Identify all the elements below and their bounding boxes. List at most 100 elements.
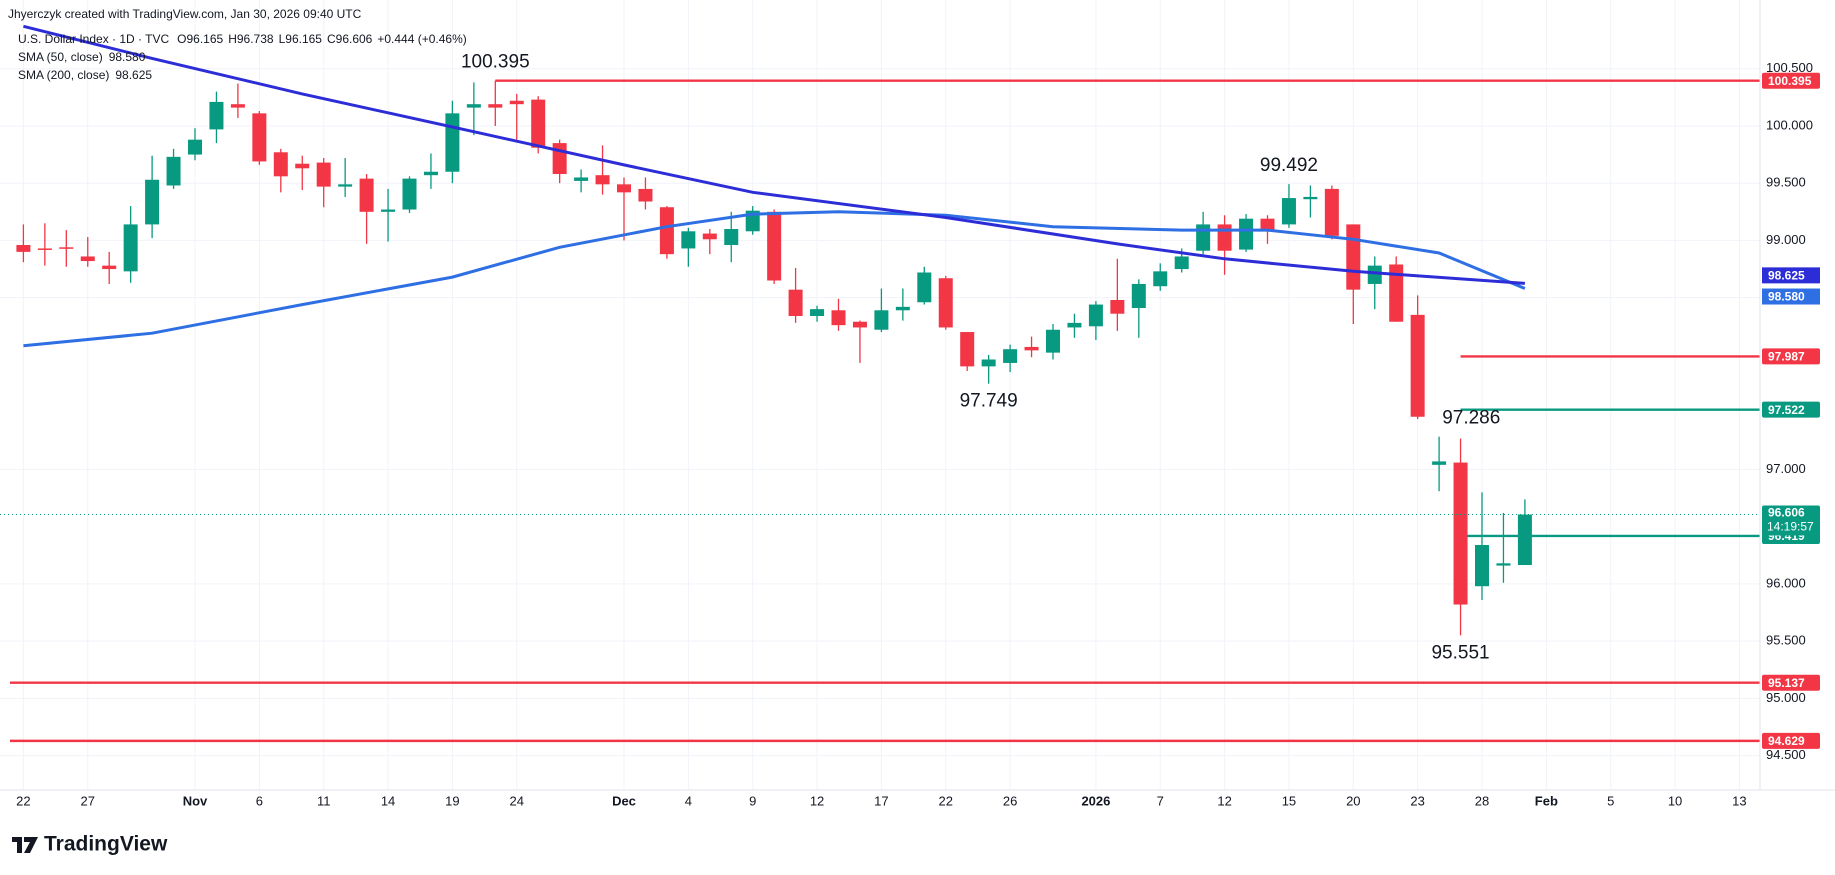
candle-body — [188, 139, 202, 155]
price-annotation: 99.492 — [1260, 155, 1318, 176]
current-price-tag — [1762, 505, 1820, 536]
candle-body — [59, 247, 74, 249]
y-tick-label: 100.500 — [1766, 60, 1813, 75]
sma-line — [23, 24, 1526, 285]
candle-body — [1024, 346, 1039, 351]
y-tick-label: 100.000 — [1766, 117, 1813, 132]
candle-body — [359, 178, 374, 212]
ohlc-value: 96.165 — [187, 32, 224, 46]
candle-body — [316, 162, 331, 187]
candle-body — [1410, 314, 1425, 417]
x-tick-label: 26 — [1003, 793, 1017, 808]
candle-body — [123, 224, 138, 272]
y-tick-label: 94.500 — [1766, 747, 1806, 762]
candle-body — [445, 113, 460, 172]
x-tick-label: 20 — [1346, 793, 1360, 808]
candle-body — [1046, 329, 1060, 353]
candle-body — [509, 100, 524, 105]
y-tick-label: 97.000 — [1766, 461, 1806, 476]
candle-body — [16, 245, 31, 252]
x-tick-label: 12 — [1217, 793, 1231, 808]
x-tick-label: 14 — [381, 793, 395, 808]
candle-body — [788, 289, 803, 316]
sma-tag — [1762, 267, 1820, 284]
candle-body — [423, 171, 438, 176]
price-tag — [1762, 401, 1820, 418]
candle-body — [681, 231, 696, 249]
candle-body — [981, 359, 996, 367]
price-tag — [1762, 348, 1820, 365]
brand-icon — [12, 837, 38, 853]
candle-body — [1110, 299, 1125, 314]
candle-body — [252, 113, 267, 162]
x-tick-label: 7 — [1157, 793, 1164, 808]
change: +0.444 (+0.46%) — [377, 32, 466, 46]
candle-body — [574, 177, 589, 181]
candle-body — [960, 332, 975, 367]
candle-body — [1367, 265, 1382, 284]
candle-body — [1153, 271, 1168, 287]
sma-legend-value: 98.625 — [115, 68, 152, 82]
candle-body — [552, 143, 567, 175]
candle-body — [1303, 196, 1318, 200]
candle-body — [617, 184, 631, 193]
countdown: 14:19:57 — [1767, 520, 1814, 534]
plot: 100.395 99.492 97.749 97.286 95.551 — [0, 24, 1760, 743]
candle-body — [1281, 198, 1296, 225]
price-annotation: 95.551 — [1431, 642, 1489, 663]
x-tick-label: 15 — [1282, 793, 1296, 808]
price-tag — [1762, 732, 1820, 749]
price-tag-label: 95.137 — [1768, 676, 1805, 690]
x-tick-label: 9 — [749, 793, 756, 808]
candle-body — [37, 248, 52, 250]
x-tick-label: 23 — [1410, 793, 1424, 808]
x-tick-label: 10 — [1668, 793, 1682, 808]
x-tick-label: 6 — [256, 793, 263, 808]
candle-body — [702, 233, 717, 240]
candle-body — [488, 104, 503, 108]
price-tag-label: 100.395 — [1768, 74, 1812, 88]
candle-body — [381, 209, 396, 212]
price-tag-label: 94.629 — [1768, 734, 1805, 748]
price-annotation: 97.286 — [1442, 408, 1500, 429]
price-tag-label: 97.987 — [1768, 350, 1805, 364]
x-tick-label: 19 — [445, 793, 459, 808]
ohlc-key: H — [228, 32, 237, 46]
price-tag-label: 97.522 — [1768, 403, 1805, 417]
brand-name: TradingView — [44, 833, 168, 856]
candle-body — [230, 104, 245, 108]
current-price-label: 96.606 — [1768, 506, 1805, 520]
candle-body — [295, 163, 310, 169]
x-tick-label: 2026 — [1081, 793, 1110, 808]
y-tick-label: 96.000 — [1766, 575, 1806, 590]
y-tick-label: 99.000 — [1766, 232, 1806, 247]
ohlc-value: 96.738 — [237, 32, 274, 46]
candle-body — [531, 99, 546, 148]
symbol-title[interactable]: U.S. Dollar Index · 1D · TVC — [18, 32, 169, 46]
candle-body — [466, 104, 481, 108]
x-tick-label: 22 — [939, 793, 953, 808]
candle-body — [166, 156, 181, 186]
candle-body — [1453, 462, 1468, 605]
candle-body — [1174, 256, 1189, 270]
x-tick-label: 27 — [81, 793, 95, 808]
x-tick-label: 13 — [1732, 793, 1746, 808]
candle-body — [338, 184, 353, 187]
sma-tag — [1762, 288, 1820, 305]
candle-body — [874, 310, 889, 330]
candle-body — [1088, 304, 1103, 327]
x-tick-label: 5 — [1607, 793, 1614, 808]
sma-line — [23, 210, 1526, 348]
y-tick-label: 95.000 — [1766, 690, 1806, 705]
ohlc-key: O — [177, 32, 186, 46]
x-tick-label: 22 — [16, 793, 30, 808]
ohlc-key: C — [327, 32, 336, 46]
candle-body — [724, 228, 739, 246]
candle-body — [1196, 224, 1211, 251]
sma-tag-label: 98.625 — [1768, 269, 1805, 283]
ohlc-value: 96.606 — [336, 32, 373, 46]
candle-body — [145, 179, 160, 225]
grid — [0, 0, 1760, 790]
